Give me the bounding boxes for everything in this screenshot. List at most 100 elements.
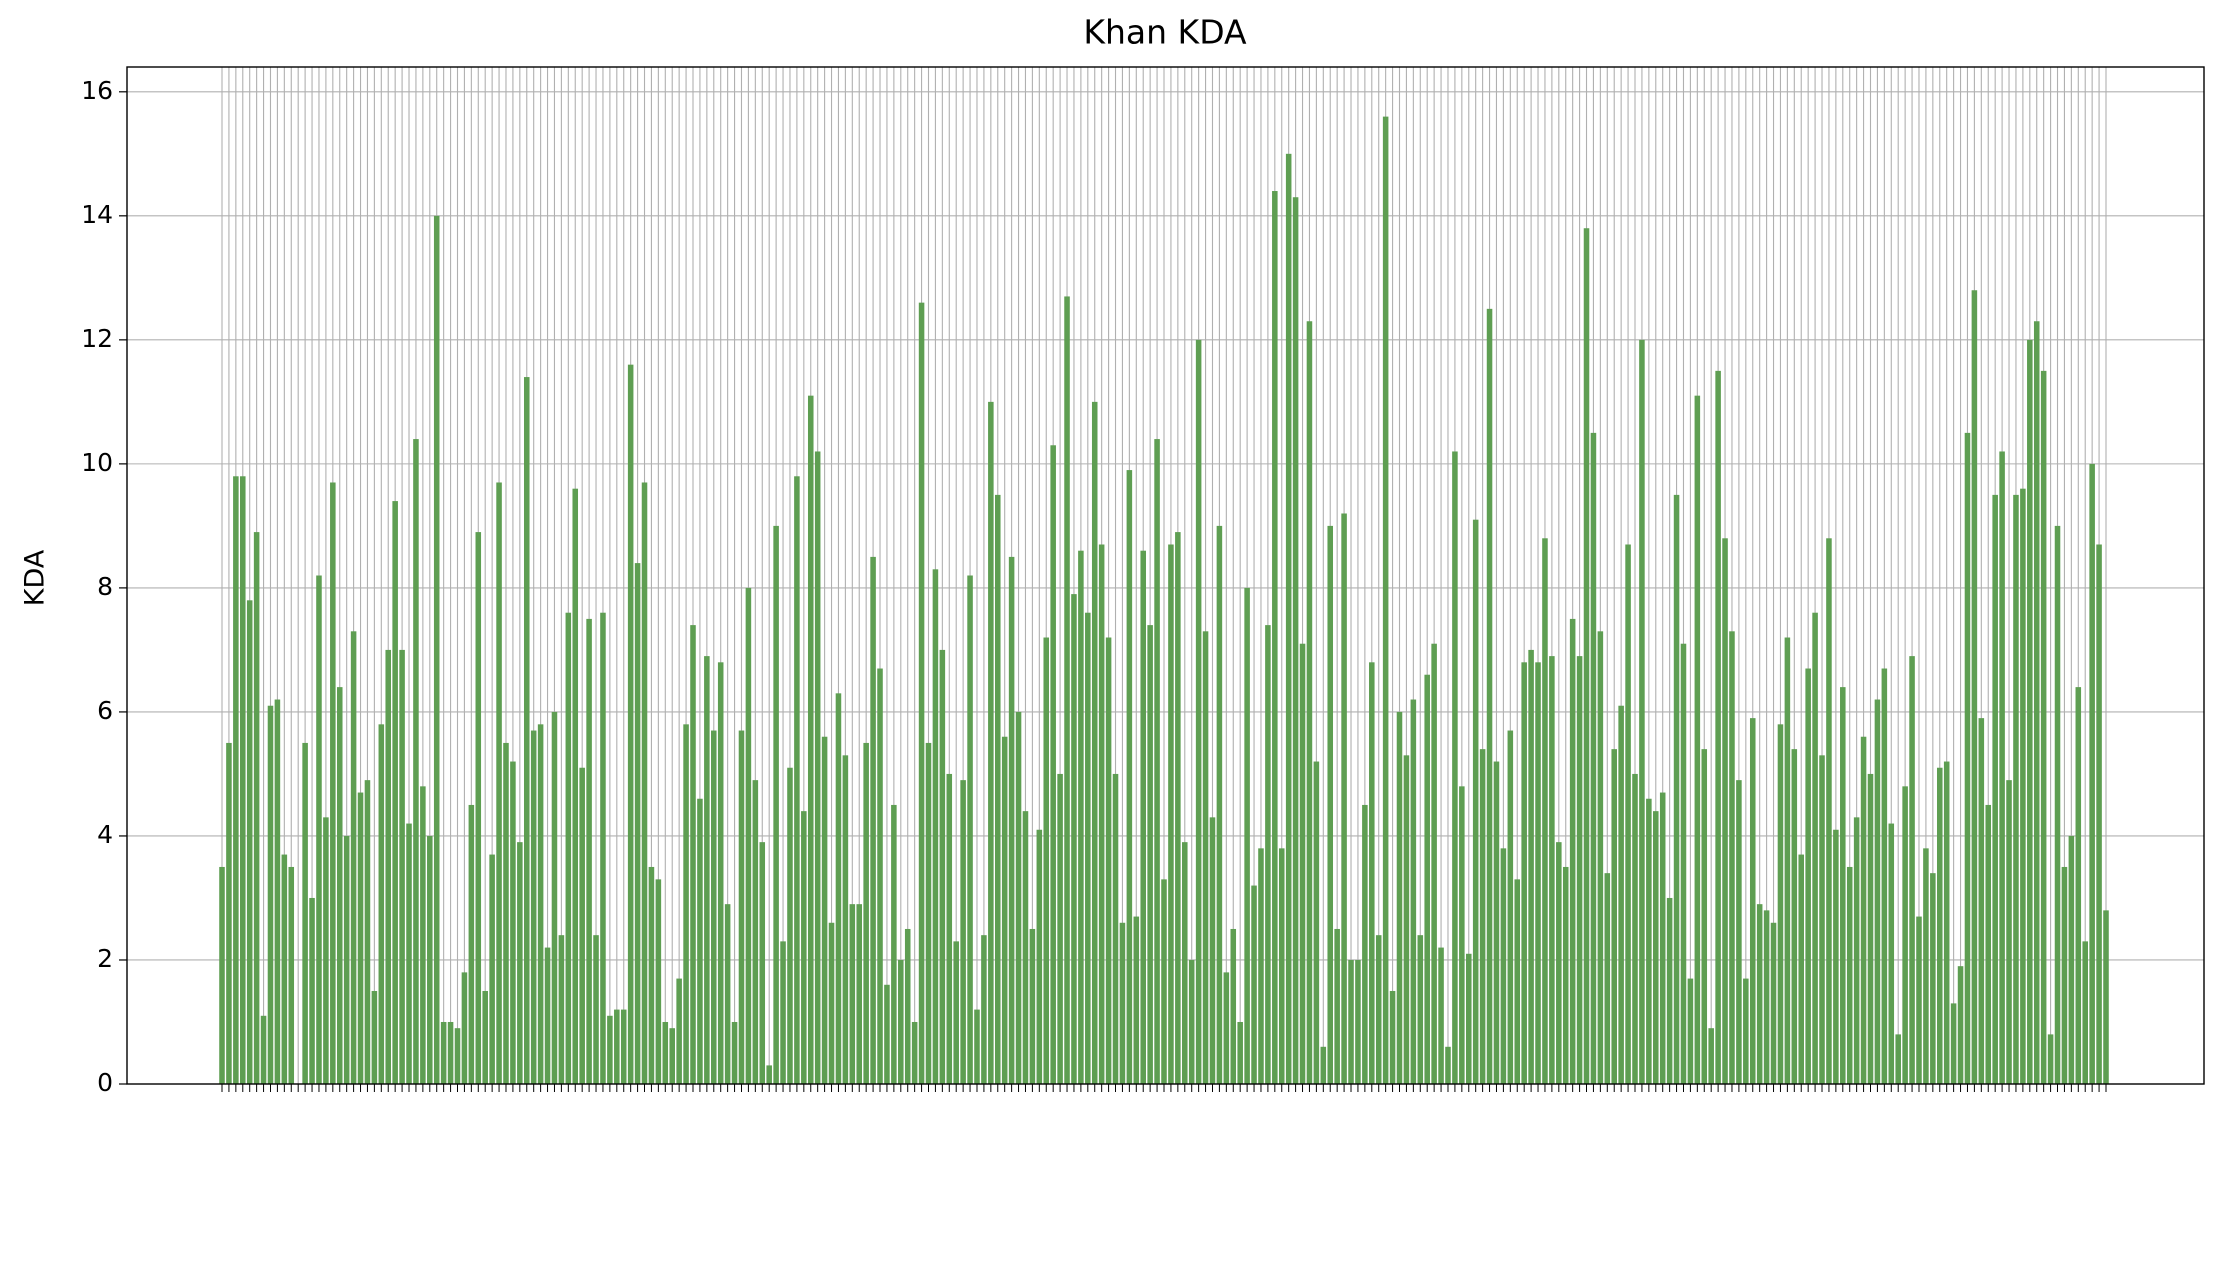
bar — [1472, 519, 1479, 1084]
bar — [1569, 618, 1576, 1084]
bar — [1881, 668, 1888, 1084]
bar — [877, 668, 883, 1084]
bar — [385, 649, 392, 1084]
bar — [2096, 544, 2102, 1084]
bar — [281, 854, 288, 1084]
bar — [593, 935, 599, 1084]
bar — [634, 563, 641, 1084]
bar — [267, 705, 274, 1084]
bar — [1022, 811, 1029, 1084]
bar — [454, 1028, 461, 1084]
bar — [1562, 866, 1569, 1084]
bar — [1265, 625, 1271, 1084]
bar — [1840, 687, 1846, 1084]
y-tick-label: 4 — [97, 820, 113, 849]
bar — [2027, 339, 2033, 1085]
bar — [489, 854, 495, 1084]
bar — [1971, 290, 1978, 1084]
bar — [2013, 494, 2019, 1084]
bar — [2075, 687, 2082, 1084]
bar — [731, 1021, 738, 1084]
bar — [1833, 829, 1839, 1084]
bar — [399, 649, 405, 1084]
bar — [1341, 513, 1347, 1084]
bar — [357, 792, 364, 1084]
bar — [427, 835, 433, 1084]
y-tick-label: 16 — [81, 76, 113, 105]
bar — [1618, 705, 1624, 1084]
bar — [475, 532, 482, 1084]
bar — [1625, 544, 1631, 1084]
bar — [2020, 488, 2026, 1084]
bar — [440, 1021, 447, 1084]
bar — [1431, 643, 1437, 1084]
bar — [884, 984, 890, 1084]
bar — [233, 476, 239, 1084]
bar — [780, 941, 786, 1084]
bar — [1078, 550, 1084, 1084]
bar — [1694, 395, 1701, 1084]
bar — [316, 575, 322, 1084]
bar — [1133, 916, 1140, 1084]
bar — [288, 866, 295, 1084]
bar — [1071, 594, 1077, 1084]
bar — [253, 532, 260, 1084]
bar — [371, 990, 378, 1084]
bar — [759, 842, 766, 1084]
bar — [1583, 228, 1590, 1085]
bar — [724, 904, 731, 1084]
bar — [787, 767, 793, 1084]
bar — [2033, 321, 2040, 1084]
bar — [2082, 941, 2088, 1084]
bar — [683, 724, 689, 1084]
bar — [1805, 668, 1811, 1084]
bar — [835, 693, 842, 1084]
bar — [1327, 525, 1334, 1084]
bar — [1188, 959, 1195, 1084]
bar — [600, 612, 606, 1084]
bar — [246, 600, 253, 1084]
bar — [1777, 724, 1784, 1084]
bar — [1978, 718, 1985, 1084]
bar — [1791, 749, 1798, 1084]
bar — [1202, 631, 1209, 1084]
bar — [1355, 959, 1361, 1084]
y-tick-label: 6 — [97, 696, 113, 725]
bar — [898, 959, 904, 1084]
bar — [1528, 649, 1534, 1084]
bar — [1362, 804, 1368, 1084]
bar — [1964, 432, 1971, 1084]
bar — [350, 631, 357, 1084]
bar — [1154, 439, 1160, 1084]
bar — [240, 476, 246, 1084]
y-tick-label: 8 — [97, 572, 113, 601]
bar — [1292, 197, 1299, 1085]
bar — [1860, 736, 1867, 1084]
bar — [1784, 637, 1791, 1084]
bar — [503, 742, 509, 1084]
bar — [1050, 445, 1056, 1084]
bar — [669, 1028, 675, 1084]
bar — [1902, 786, 1908, 1084]
bar — [274, 699, 281, 1084]
bar — [870, 556, 876, 1084]
bar — [1895, 1034, 1901, 1084]
bar — [2089, 463, 2095, 1084]
bar — [1957, 966, 1964, 1084]
bar — [1985, 804, 1992, 1084]
bar — [1549, 656, 1555, 1084]
bar — [1015, 711, 1022, 1084]
bar — [1258, 848, 1264, 1084]
bar — [690, 625, 696, 1084]
bar — [842, 755, 849, 1084]
bar — [1666, 897, 1673, 1084]
bar — [1743, 978, 1749, 1084]
bar — [1874, 699, 1881, 1084]
bar — [711, 730, 717, 1084]
bar — [330, 482, 336, 1085]
bar — [1216, 525, 1223, 1084]
bar — [572, 488, 579, 1084]
bar — [392, 501, 398, 1085]
bar — [1500, 848, 1507, 1084]
